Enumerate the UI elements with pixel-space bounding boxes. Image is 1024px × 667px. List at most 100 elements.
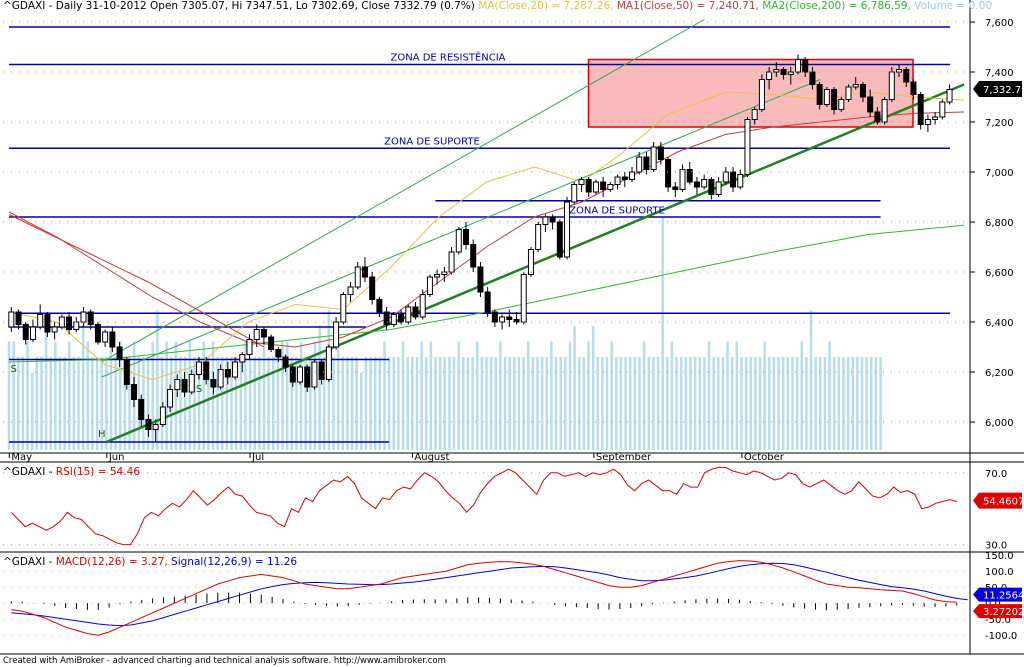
y-tick-label: 7,600 (985, 18, 1014, 29)
candle-body (527, 249, 534, 275)
candle-body (592, 181, 599, 193)
macd-line (11, 560, 957, 636)
candle-body (643, 156, 650, 170)
candle-body (448, 251, 455, 273)
candle-body (390, 314, 397, 325)
y-axis: 7,600 7,400 7,200 7,000 6,800 6,600 6,400 6,200… (3, 18, 1014, 429)
candle-body (239, 354, 246, 363)
candle-body (600, 181, 607, 190)
candle-body (657, 146, 664, 160)
candle-body (650, 146, 657, 170)
candle-body (463, 229, 470, 245)
candle-body (520, 274, 527, 323)
candle-body (15, 311, 22, 325)
macd-tick-label: -50.0 (985, 615, 1011, 626)
candle-body (780, 69, 787, 75)
candle-body (701, 179, 708, 188)
candle-body (484, 291, 491, 313)
macd-prefix: ^GDAXI - (3, 556, 56, 568)
candle-body (556, 221, 563, 258)
candle-body (297, 366, 304, 383)
rsi-tick-label: 30.0 (985, 541, 1007, 552)
volume-bars (7, 217, 882, 450)
x-tick-label: Jun (108, 452, 125, 463)
candle-body (174, 379, 181, 390)
candle-body (831, 89, 838, 110)
candle-body (535, 224, 542, 250)
macd-tick-label: 100.0 (985, 567, 1014, 578)
rsi-line (10, 466, 957, 546)
candle-body (73, 321, 80, 330)
y-tick-label: 6,200 (985, 368, 1014, 379)
signal-last-label-marker (973, 587, 1022, 602)
candle-body (145, 419, 152, 430)
rsi-pane: 70.0 30.0 54.4607 (3, 466, 1024, 552)
macd-pane: 150.0100.050.00.0-50.0-100.011.25643.272… (3, 551, 1024, 642)
candle-body (275, 349, 282, 358)
candle-body (159, 406, 166, 425)
rsi-tick-label: 70.0 (985, 469, 1007, 480)
last-price-label: 7,332.79 (983, 85, 1024, 96)
candle-body (722, 171, 729, 183)
chart-annotation: ZONA DE SUPORTE (569, 206, 665, 217)
candle-body (340, 294, 347, 323)
candle-body (116, 346, 123, 360)
macd-header: ^GDAXI - MACD(12,26) = 3.27, Signal(12,2… (3, 556, 297, 568)
candle-body (434, 274, 441, 278)
candle-body (867, 96, 874, 113)
candle-body (470, 244, 477, 268)
candle-body (217, 369, 224, 388)
candle-body (188, 374, 195, 393)
candle-body (874, 111, 881, 123)
candle-body (246, 339, 253, 355)
candle-body (167, 389, 174, 408)
candle-body (318, 361, 325, 380)
chart-annotation: ZONA DE SUPORTE (384, 136, 480, 147)
candle-body (22, 324, 29, 340)
candle-body (87, 311, 94, 325)
candle-body (758, 79, 765, 110)
candle-body (614, 176, 621, 185)
candle-body (232, 361, 239, 378)
candle-body (29, 326, 36, 340)
candle-body (361, 266, 368, 278)
candle-body (607, 184, 614, 190)
candle-body (376, 299, 383, 313)
chart-annotation: S (196, 384, 202, 395)
chart-header: ^GDAXI - Daily 31-10-2012 Open 7305.07, … (3, 0, 992, 12)
candle-body (131, 384, 138, 400)
candle-body (138, 399, 145, 420)
candle-body (94, 324, 101, 343)
x-tick-label: September (596, 452, 652, 463)
chart-annotation: H (98, 429, 106, 440)
candle-body (946, 89, 953, 103)
candle-body (210, 379, 217, 388)
candle-body (744, 119, 751, 175)
candle-body (730, 171, 737, 188)
candle-body (224, 369, 231, 378)
candle-body (195, 361, 202, 375)
candle-body (44, 314, 51, 333)
annotations: ZONA DE RESISTÊNCIA ZONA DE SUPORTE ZONA D… (10, 51, 1024, 441)
candle-body (405, 306, 412, 323)
uptrend-line (105, 83, 965, 444)
candle-body (571, 184, 578, 203)
candle-body (102, 331, 109, 343)
candle-body (809, 71, 816, 85)
candle-body (412, 306, 419, 318)
candle-body (708, 179, 715, 195)
candle-body (260, 329, 267, 338)
channel-lower-line (101, 79, 821, 378)
x-tick-label: August (414, 452, 449, 463)
candle-body (419, 294, 426, 318)
candle-body (311, 361, 318, 388)
candle-body (491, 311, 498, 323)
candle-body (852, 84, 859, 88)
candle-body (123, 359, 130, 385)
candle-body (304, 366, 311, 388)
candle-body (823, 89, 830, 105)
candlesticks (8, 54, 953, 442)
y-tick-label: 6,800 (985, 218, 1014, 229)
candle-body (917, 94, 924, 125)
candle-body (859, 84, 866, 98)
